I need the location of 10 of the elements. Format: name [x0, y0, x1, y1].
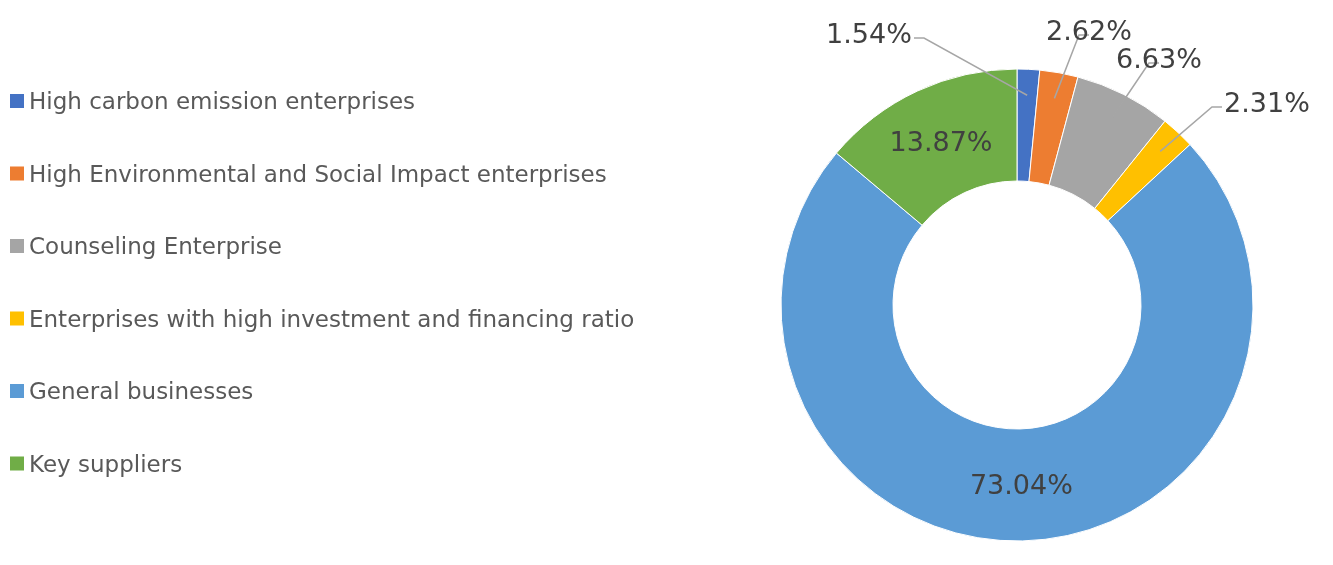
legend-label: General businesses — [29, 378, 254, 404]
legend-label: High carbon emission enterprises — [29, 88, 416, 114]
data-label: 73.04% — [969, 469, 1073, 501]
data-label: 13.87% — [889, 126, 993, 158]
legend-label: Counseling Enterprise — [29, 233, 282, 259]
data-label: 1.54% — [826, 17, 912, 49]
legend-label: High Environmental and Social Impact enterprises — [29, 160, 607, 187]
legend-label: Key suppliers — [29, 450, 183, 477]
legend-label: Enterprises with high investment and financing ratio — [29, 305, 635, 332]
data-label: 2.31% — [1224, 86, 1310, 118]
